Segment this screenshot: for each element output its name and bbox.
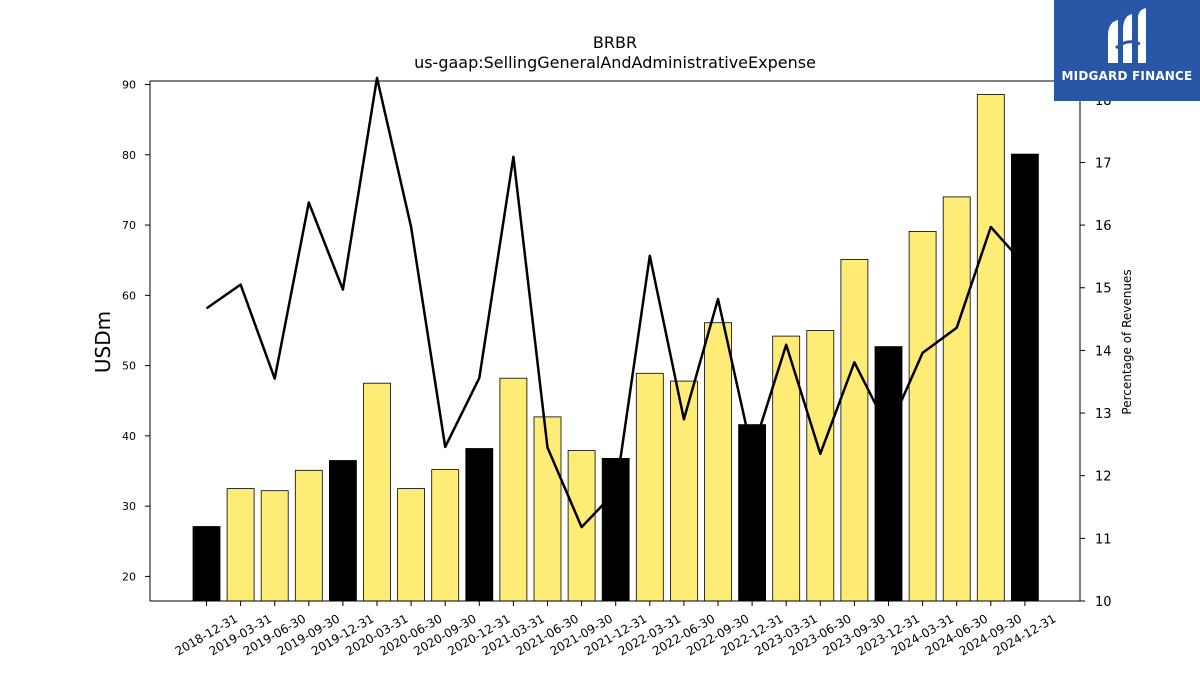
right-tick-label: 12 [1095,470,1112,485]
left-tick-label: 90 [122,79,136,92]
left-tick-label: 40 [122,430,136,443]
bar-2022-09-30 [704,322,732,602]
bar-2018-12-31 [192,526,221,602]
logo-mark-icon [1108,8,1146,63]
bar-2021-03-31 [499,377,528,602]
line-layer [205,76,1026,529]
left-tick-label: 70 [122,219,136,232]
bar-2019-06-30 [260,490,289,602]
y-axis-right-label: Percentage of Revenues [1120,269,1134,414]
bar-2019-12-31 [328,460,357,602]
left-tick-label: 20 [122,570,136,583]
logo-text: MIDGARD FINANCE [1061,69,1193,83]
right-tick-label: 14 [1095,344,1112,359]
bar-2024-03-31 [908,230,937,602]
y-axis-label: USDm [91,311,115,373]
bar-2022-12-31 [738,424,766,602]
bar-2021-12-31 [601,457,630,602]
bar-2024-12-31 [1011,153,1039,602]
right-tick-label: 13 [1095,407,1112,422]
left-tick-label: 60 [122,289,136,302]
right-tick-label: 15 [1095,282,1112,297]
left-tick-label: 30 [122,500,136,513]
left-tick-label: 80 [122,149,136,162]
bar-2023-09-30 [840,259,869,602]
bar-2024-06-30 [942,196,971,602]
bar-2020-03-31 [363,382,391,602]
bar-2019-03-31 [226,488,255,602]
right-tick-label: 16 [1095,219,1112,234]
bar-2020-06-30 [397,488,426,602]
bar-2019-09-30 [294,469,323,602]
bar-2023-12-31 [874,346,903,602]
right-tick-label: 10 [1095,595,1112,610]
bar-2024-09-30 [976,94,1005,602]
logo: MIDGARD FINANCE [1054,0,1200,101]
bar-2022-03-31 [635,372,664,602]
bar-2023-06-30 [806,330,835,602]
axes-layer [149,80,1081,602]
left-tick-label: 50 [122,360,136,373]
chart-title: BRBR [593,33,637,52]
bar-2020-09-30 [431,469,460,602]
right-tick-label: 17 [1095,156,1112,171]
bars-layer [192,94,1039,602]
right-tick-label: 11 [1095,532,1112,547]
chart-subtitle: us-gaap:SellingGeneralAndAdministrativeE… [414,53,816,72]
bar-2020-12-31 [465,448,494,602]
